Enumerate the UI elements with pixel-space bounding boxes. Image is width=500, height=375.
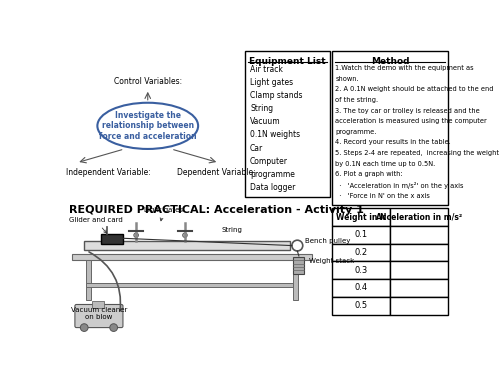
FancyBboxPatch shape	[390, 279, 448, 297]
Text: 4. Record your results in the table.: 4. Record your results in the table.	[336, 140, 451, 146]
Text: 0.1N weights: 0.1N weights	[250, 130, 300, 140]
FancyBboxPatch shape	[72, 255, 312, 260]
FancyBboxPatch shape	[86, 260, 91, 300]
FancyBboxPatch shape	[390, 261, 448, 279]
Text: Method: Method	[371, 57, 410, 66]
Text: 1.Watch the demo with the equipment as: 1.Watch the demo with the equipment as	[336, 65, 474, 71]
Text: Dependent Variable:: Dependent Variable:	[177, 168, 256, 177]
FancyBboxPatch shape	[75, 304, 123, 328]
FancyBboxPatch shape	[390, 208, 448, 226]
Text: Car: Car	[250, 144, 264, 153]
FancyBboxPatch shape	[106, 226, 108, 234]
Text: 0.1: 0.1	[354, 230, 368, 239]
FancyBboxPatch shape	[332, 297, 390, 315]
Text: programme.: programme.	[336, 129, 376, 135]
FancyBboxPatch shape	[332, 244, 390, 261]
Text: Independent Variable:: Independent Variable:	[66, 168, 151, 177]
Text: Computer: Computer	[250, 157, 288, 166]
Text: String: String	[250, 104, 273, 113]
Text: 5. Steps 2-4 are repeated,  increasing the weight: 5. Steps 2-4 are repeated, increasing th…	[336, 150, 500, 156]
Text: ·   'Acceleration in m/s²' on the y axis: · 'Acceleration in m/s²' on the y axis	[336, 182, 464, 189]
Text: Control Variables:: Control Variables:	[114, 77, 182, 86]
Text: 6. Plot a graph with:: 6. Plot a graph with:	[336, 171, 403, 177]
Text: Weight in N: Weight in N	[336, 213, 386, 222]
Text: 3. The toy car or trolley is released and the: 3. The toy car or trolley is released an…	[336, 108, 480, 114]
Text: shown.: shown.	[336, 76, 359, 82]
Text: 0.5: 0.5	[354, 301, 368, 310]
Text: ·   'Force in N' on the x axis: · 'Force in N' on the x axis	[336, 192, 430, 198]
Circle shape	[110, 324, 118, 332]
Text: Acceleration in m/s²: Acceleration in m/s²	[376, 213, 462, 222]
Text: Weight stack: Weight stack	[309, 258, 354, 264]
FancyBboxPatch shape	[332, 208, 390, 226]
Text: Vacuum cleaner
on blow: Vacuum cleaner on blow	[70, 307, 127, 320]
Text: Data logger: Data logger	[250, 183, 296, 192]
Circle shape	[182, 233, 188, 237]
Text: 0.2: 0.2	[354, 248, 368, 257]
FancyBboxPatch shape	[84, 242, 290, 250]
FancyBboxPatch shape	[101, 234, 123, 244]
Text: 0.4: 0.4	[354, 284, 368, 292]
Text: String: String	[221, 227, 242, 233]
Circle shape	[134, 233, 138, 237]
Text: Light gates: Light gates	[144, 207, 183, 221]
Text: 0.3: 0.3	[354, 266, 368, 275]
Text: Clamp stands: Clamp stands	[250, 91, 302, 100]
FancyBboxPatch shape	[390, 226, 448, 244]
FancyBboxPatch shape	[332, 226, 390, 244]
Text: Equipment List: Equipment List	[249, 57, 326, 66]
Text: Glider and card: Glider and card	[68, 217, 122, 233]
FancyBboxPatch shape	[332, 51, 448, 205]
FancyBboxPatch shape	[92, 302, 104, 307]
FancyBboxPatch shape	[292, 260, 298, 300]
FancyBboxPatch shape	[390, 297, 448, 315]
FancyBboxPatch shape	[332, 261, 390, 279]
Text: Vacuum: Vacuum	[250, 117, 280, 126]
Text: Bench pulley: Bench pulley	[305, 238, 350, 244]
FancyBboxPatch shape	[294, 257, 304, 274]
Text: by 0.1N each time up to 0.5N.: by 0.1N each time up to 0.5N.	[336, 160, 436, 166]
FancyBboxPatch shape	[86, 283, 292, 287]
Circle shape	[80, 324, 88, 332]
FancyBboxPatch shape	[244, 51, 330, 198]
Text: 2. A 0.1N weight should be attached to the end: 2. A 0.1N weight should be attached to t…	[336, 86, 494, 92]
Text: acceleration is measured using the computer: acceleration is measured using the compu…	[336, 118, 487, 124]
Text: Investigate the
relationship between
force and acceleration: Investigate the relationship between for…	[99, 111, 196, 141]
FancyBboxPatch shape	[390, 244, 448, 261]
Text: programme: programme	[250, 170, 295, 179]
Text: REQUIRED PRACTICAL: Acceleration - Activity 1: REQUIRED PRACTICAL: Acceleration - Activ…	[68, 205, 364, 215]
Text: Light gates: Light gates	[250, 78, 293, 87]
Text: Air track: Air track	[250, 65, 283, 74]
FancyBboxPatch shape	[332, 279, 390, 297]
Text: of the string.: of the string.	[336, 97, 378, 103]
